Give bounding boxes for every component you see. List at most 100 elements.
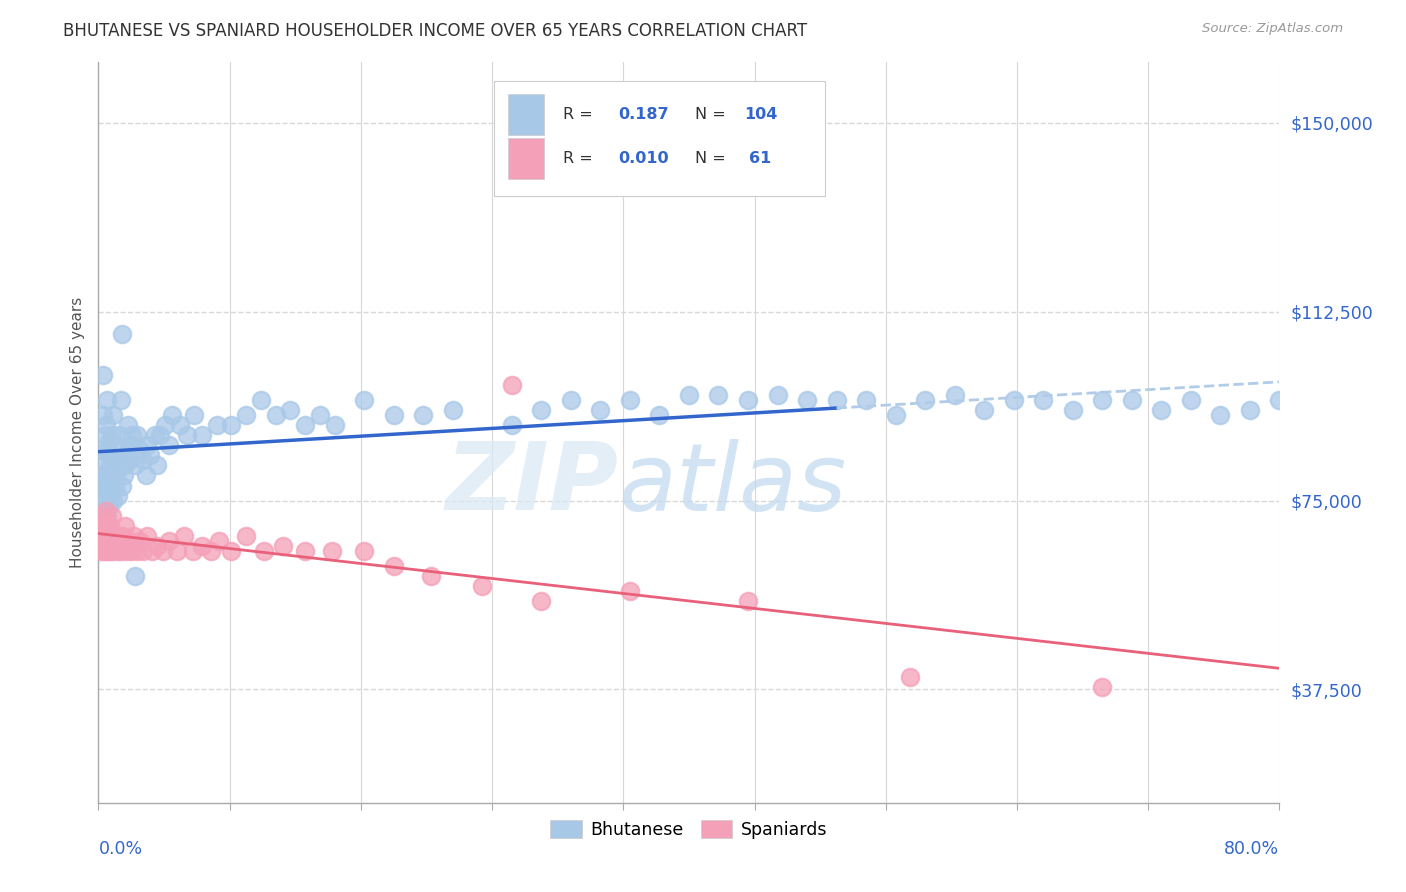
Point <box>250 392 273 407</box>
Point <box>157 533 180 548</box>
Point <box>107 489 129 503</box>
Point <box>560 392 582 407</box>
Point <box>441 403 464 417</box>
FancyBboxPatch shape <box>494 81 825 195</box>
Point <box>205 418 228 433</box>
Point <box>128 533 150 548</box>
Point <box>678 388 700 402</box>
Point <box>501 418 523 433</box>
Point <box>120 438 142 452</box>
Point <box>93 518 115 533</box>
Point <box>96 443 118 458</box>
Point <box>107 544 129 558</box>
Point <box>91 529 114 543</box>
Point <box>737 594 759 608</box>
Point <box>143 428 166 442</box>
Point <box>90 443 112 458</box>
Point <box>100 428 122 442</box>
Point <box>1239 403 1261 417</box>
Point <box>221 544 243 558</box>
Text: N =: N = <box>695 151 731 166</box>
Point <box>382 559 405 574</box>
Point <box>103 468 125 483</box>
Text: 0.010: 0.010 <box>619 151 669 166</box>
Point <box>619 392 641 407</box>
Text: BHUTANESE VS SPANIARD HOUSEHOLDER INCOME OVER 65 YEARS CORRELATION CHART: BHUTANESE VS SPANIARD HOUSEHOLDER INCOME… <box>63 22 807 40</box>
Point <box>419 569 441 583</box>
Point <box>97 499 120 513</box>
Point <box>122 529 145 543</box>
Text: 0.187: 0.187 <box>619 107 669 122</box>
Point <box>149 428 172 442</box>
Point <box>103 544 125 558</box>
Point <box>825 392 848 407</box>
Bar <box>508 138 544 179</box>
Point <box>117 533 139 548</box>
Point <box>114 458 136 473</box>
Point <box>100 529 122 543</box>
Point <box>294 418 316 433</box>
Point <box>128 443 150 458</box>
Point <box>412 408 434 422</box>
Point <box>157 438 180 452</box>
Bar <box>508 94 544 135</box>
Point <box>619 584 641 599</box>
Point <box>766 388 789 402</box>
Point <box>105 468 128 483</box>
Point <box>737 392 759 407</box>
Text: ZIP: ZIP <box>446 439 619 531</box>
Text: N =: N = <box>695 107 731 122</box>
Point <box>115 448 138 462</box>
Point <box>1268 392 1291 407</box>
Point <box>94 489 117 503</box>
Point <box>94 418 117 433</box>
Point <box>162 408 183 422</box>
Point <box>111 478 134 492</box>
Point <box>1091 392 1114 407</box>
Point <box>120 544 142 558</box>
Point <box>169 418 191 433</box>
Point <box>108 533 131 548</box>
Point <box>648 408 671 422</box>
Point <box>200 544 222 558</box>
Point <box>97 468 120 483</box>
Point <box>105 438 128 452</box>
Point <box>111 529 134 543</box>
Point <box>181 544 204 558</box>
Point <box>1121 392 1143 407</box>
Point <box>97 478 120 492</box>
Point <box>94 468 117 483</box>
Point <box>90 544 112 558</box>
Point <box>103 529 125 543</box>
Point <box>235 529 257 543</box>
Point <box>1062 403 1084 417</box>
Point <box>153 418 176 433</box>
Point <box>1209 408 1232 422</box>
Point <box>91 368 114 382</box>
Point <box>353 544 375 558</box>
Point <box>176 428 198 442</box>
Point <box>501 377 523 392</box>
Point <box>91 408 114 422</box>
Text: 61: 61 <box>749 151 772 166</box>
Point <box>97 448 120 462</box>
Point <box>136 529 159 543</box>
Point <box>855 392 877 407</box>
Point <box>1150 403 1173 417</box>
Point <box>589 403 612 417</box>
Point <box>110 544 132 558</box>
Y-axis label: Householder Income Over 65 years: Householder Income Over 65 years <box>69 297 84 568</box>
Point <box>152 544 174 558</box>
Point <box>96 508 118 523</box>
Point <box>114 518 136 533</box>
Point <box>90 518 112 533</box>
Text: 0.0%: 0.0% <box>98 840 142 858</box>
Point <box>110 453 132 467</box>
Point <box>90 468 112 483</box>
Point <box>294 544 316 558</box>
Point <box>124 569 146 583</box>
Point <box>103 408 125 422</box>
Point <box>707 388 730 402</box>
Point <box>208 533 231 548</box>
Point <box>98 458 121 473</box>
